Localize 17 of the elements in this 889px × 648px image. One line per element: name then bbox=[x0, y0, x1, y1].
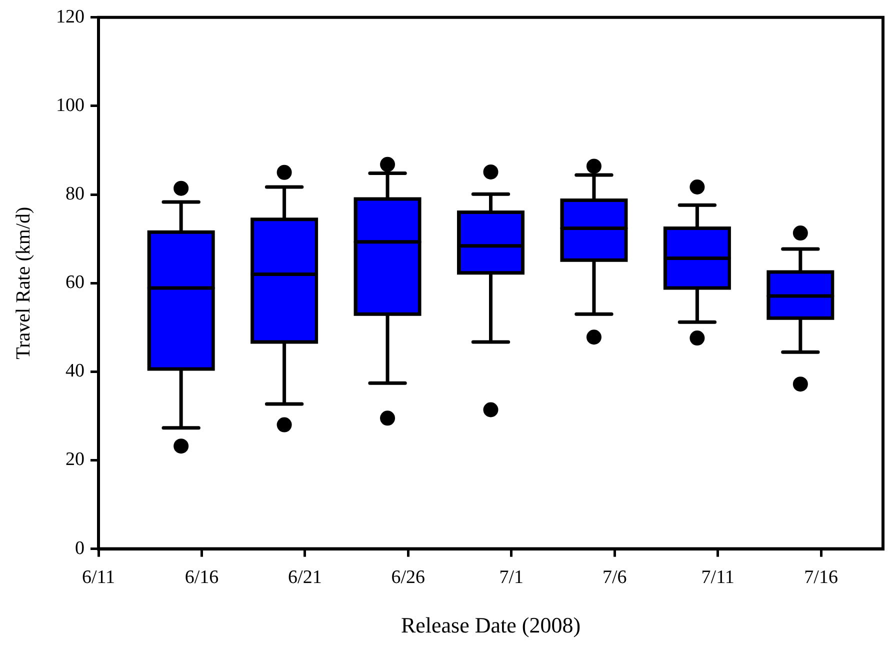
x-tick-label: 7/16 bbox=[804, 567, 838, 588]
x-tick-label: 7/1 bbox=[499, 567, 524, 588]
y-tick-label: 100 bbox=[56, 94, 84, 116]
y-tick-label: 20 bbox=[66, 449, 84, 470]
x-tick-label: 6/26 bbox=[391, 567, 426, 588]
y-tick-label: 60 bbox=[66, 272, 84, 294]
y-tick-label: 120 bbox=[56, 6, 84, 28]
x-tick-label: 6/16 bbox=[184, 567, 219, 588]
y-axis-title: Travel Rate (km/d) bbox=[12, 206, 34, 360]
x-tick-label: 6/21 bbox=[288, 567, 322, 588]
x-tick-label: 7/6 bbox=[602, 567, 627, 588]
x-tick-label: 6/11 bbox=[82, 567, 116, 588]
x-tick-label: 7/11 bbox=[701, 567, 734, 588]
y-tick-label: 40 bbox=[66, 360, 84, 382]
y-tick-label: 80 bbox=[66, 184, 84, 205]
x-axis-title: Release Date (2008) bbox=[400, 612, 581, 638]
y-tick-label: 0 bbox=[75, 538, 84, 559]
